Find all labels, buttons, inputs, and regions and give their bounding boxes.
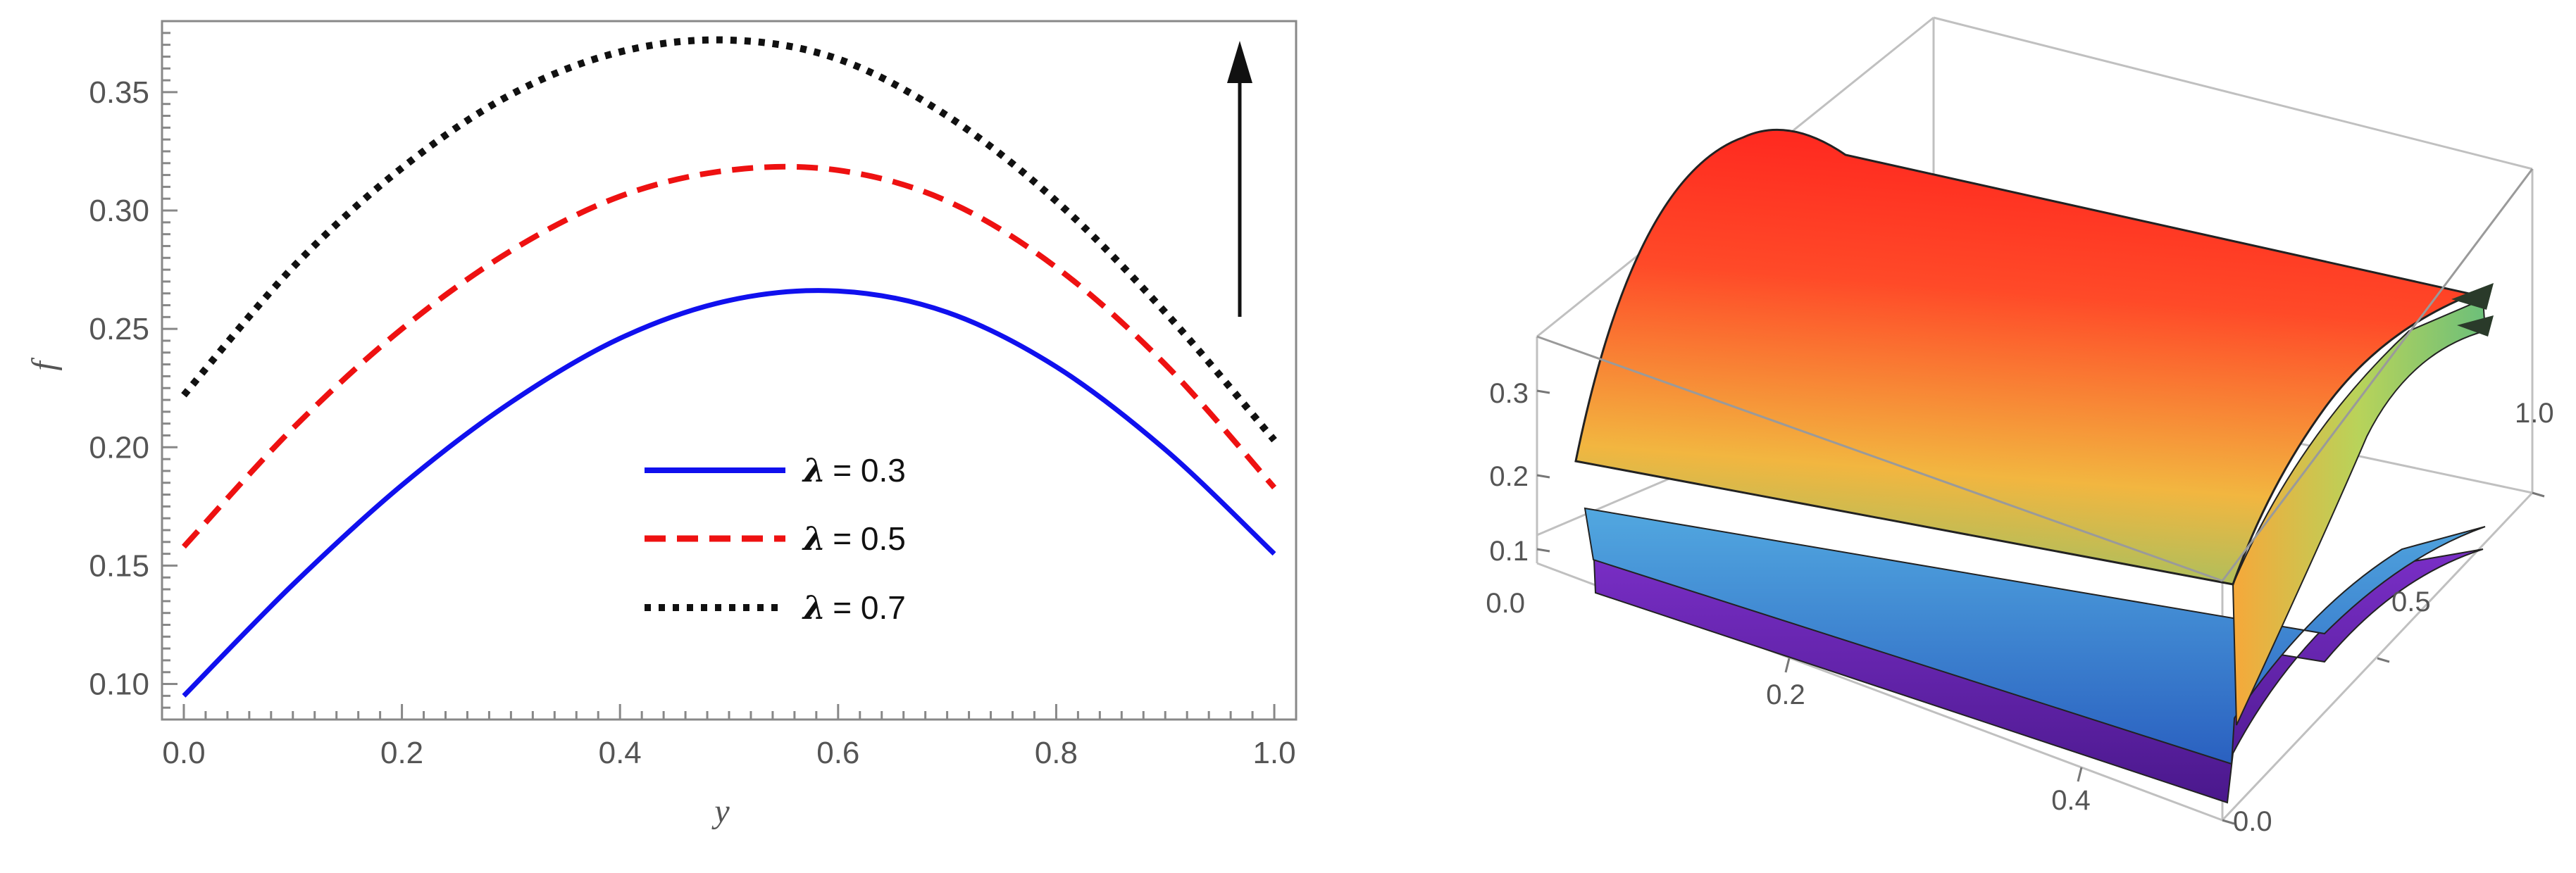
bounding-box-front xyxy=(1536,168,2534,582)
series-line xyxy=(181,36,1277,443)
legend-item: λ = 0.7 xyxy=(645,589,906,627)
right-axis: 0.0 0.5 1.0 xyxy=(2222,398,2554,837)
front-tick-label: 0.2 xyxy=(1766,679,1805,710)
y-tick-label: 0.30 xyxy=(89,194,149,228)
surface-top-side xyxy=(2232,298,2487,726)
y-tick-label: 0.25 xyxy=(89,312,149,346)
y-tick-label: 0.20 xyxy=(89,430,149,465)
right-tick-label: 1.0 xyxy=(2515,398,2554,429)
increase-arrow xyxy=(1227,41,1252,317)
right-tick-label: 0.0 xyxy=(2233,806,2272,837)
legend-label: λ = 0.5 xyxy=(802,520,906,558)
plot-frame xyxy=(161,20,1298,721)
front-axis: 0.2 0.4 xyxy=(1766,658,2091,816)
legend-label: λ = 0.3 xyxy=(802,451,906,489)
surface-top xyxy=(1574,128,2477,586)
series-lines xyxy=(181,36,1277,698)
y-axis-ticks: 0.10 0.15 0.20 0.25 0.30 0.35 xyxy=(89,32,178,709)
surface-edge-tip xyxy=(2451,283,2494,310)
legend-label: λ = 0.7 xyxy=(802,589,906,627)
x-tick-label: 0.4 xyxy=(599,736,642,770)
legend-item: λ = 0.5 xyxy=(645,520,906,558)
front-tick-label: 0.4 xyxy=(2051,785,2091,816)
vertical-axis: 0.3 0.2 0.1 0.0 xyxy=(1486,378,1550,619)
x-tick-label: 1.0 xyxy=(1252,736,1295,770)
vertical-tick-label: 0.1 xyxy=(1489,536,1529,567)
vertical-tick-label: 0.0 xyxy=(1486,588,1525,619)
surface-plot: 0.3 0.2 0.1 0.0 0.2 0.4 0.0 0.5 1.0 xyxy=(1486,16,2554,837)
x-tick-label: 0.8 xyxy=(1035,736,1078,770)
x-tick-label: 0.0 xyxy=(162,736,205,770)
vertical-tick-label: 0.3 xyxy=(1489,378,1529,409)
x-tick-label: 0.2 xyxy=(380,736,423,770)
vertical-tick-label: 0.2 xyxy=(1489,461,1529,492)
y-tick-label: 0.10 xyxy=(89,667,149,702)
legend: λ = 0.3 λ = 0.5 λ = 0.7 xyxy=(645,451,906,627)
surface-mid xyxy=(1583,507,2486,765)
series-line xyxy=(182,288,1276,698)
y-axis-title: f xyxy=(25,358,63,371)
y-tick-label: 0.35 xyxy=(89,75,149,110)
series-line xyxy=(182,163,1277,549)
right-tick-label: 0.5 xyxy=(2391,586,2431,617)
surface-edge-tip xyxy=(2457,315,2494,337)
y-tick-label: 0.15 xyxy=(89,548,149,583)
x-tick-label: 0.6 xyxy=(816,736,859,770)
x-axis-ticks: 0.0 0.2 0.4 0.6 0.8 1.0 xyxy=(162,704,1296,770)
line-chart: 0.0 0.2 0.4 0.6 0.8 1.0 0.100.150.200.250.300… xyxy=(25,20,1298,830)
legend-item: λ = 0.3 xyxy=(645,451,906,489)
x-axis-title: y xyxy=(711,793,730,830)
